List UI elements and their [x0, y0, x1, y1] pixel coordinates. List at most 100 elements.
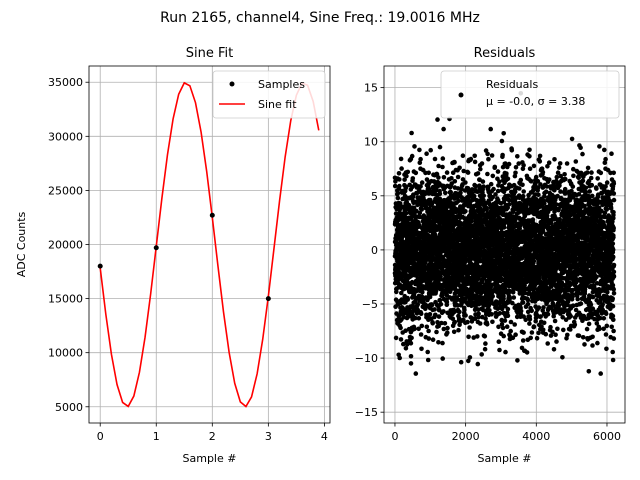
- residual-point: [405, 297, 411, 302]
- residual-point: [504, 324, 510, 330]
- residual-point: [513, 332, 518, 338]
- residual-point: [489, 153, 495, 158]
- residual-point: [556, 302, 562, 307]
- residual-point: [485, 171, 490, 177]
- residual-point: [497, 311, 503, 316]
- residual-point: [490, 173, 496, 179]
- residual-point: [560, 355, 565, 360]
- sine-fit-ytick-label: 15000: [48, 293, 83, 306]
- residual-point: [486, 156, 491, 162]
- residual-point: [493, 192, 498, 197]
- residual-point: [552, 157, 557, 162]
- residual-point: [456, 327, 461, 333]
- residual-point: [505, 313, 511, 319]
- sine-fit-xlabel: Sample #: [183, 452, 237, 465]
- residual-point: [467, 325, 472, 330]
- residual-point: [508, 319, 514, 325]
- residual-point: [420, 289, 425, 295]
- residual-point: [533, 318, 538, 324]
- sine-fit-plot-area: [97, 81, 320, 408]
- residual-point: [417, 147, 422, 153]
- residual-point: [404, 342, 410, 347]
- residual-point: [397, 355, 403, 361]
- residual-point: [546, 177, 552, 182]
- residual-point: [506, 161, 512, 167]
- residual-point: [513, 165, 519, 170]
- residual-point: [505, 306, 511, 312]
- residual-point: [441, 175, 447, 180]
- residual-point: [478, 258, 484, 264]
- residual-point: [441, 126, 446, 132]
- sine-fit-xtick-label: 1: [153, 430, 160, 443]
- residual-point: [533, 174, 539, 180]
- residual-point: [558, 173, 563, 179]
- residual-point: [408, 354, 414, 359]
- residual-point: [529, 308, 534, 314]
- residual-point: [418, 311, 424, 317]
- residual-point: [520, 166, 526, 172]
- residual-point: [418, 332, 424, 337]
- residual-point: [496, 324, 501, 330]
- residual-point: [441, 326, 447, 332]
- residual-point: [436, 307, 442, 313]
- residual-point: [517, 195, 522, 200]
- residual-point: [538, 314, 543, 319]
- residuals-plot-area: [392, 91, 617, 376]
- residual-point: [540, 170, 546, 175]
- residual-point: [395, 190, 401, 196]
- residual-point: [397, 201, 403, 206]
- residual-point: [404, 173, 409, 179]
- residual-point: [489, 312, 494, 317]
- residual-point: [481, 193, 487, 199]
- residual-point: [425, 349, 431, 355]
- residual-point: [475, 171, 481, 176]
- residual-point: [473, 183, 478, 189]
- residual-point: [539, 166, 545, 171]
- residual-point: [468, 156, 474, 162]
- residual-point: [496, 339, 502, 345]
- residual-point: [436, 340, 441, 345]
- residual-point: [398, 156, 404, 162]
- residual-point: [515, 154, 520, 159]
- residual-point: [540, 327, 546, 333]
- residual-point: [523, 317, 528, 323]
- residual-point: [437, 297, 443, 303]
- residual-point: [525, 301, 531, 307]
- residual-point: [409, 153, 415, 159]
- residual-point: [537, 159, 543, 164]
- residual-point: [471, 335, 477, 340]
- residual-point: [426, 328, 431, 334]
- residual-point: [393, 335, 399, 341]
- residual-point: [531, 258, 537, 264]
- residual-point: [460, 153, 466, 158]
- residual-point: [535, 185, 541, 190]
- residual-point: [418, 156, 423, 162]
- residual-point: [490, 195, 496, 200]
- residual-point: [500, 269, 506, 275]
- residual-point: [510, 300, 515, 306]
- residual-point: [459, 186, 464, 192]
- residual-point: [501, 296, 506, 301]
- residual-point: [457, 309, 462, 315]
- residual-point: [413, 371, 419, 376]
- residual-point: [507, 296, 512, 302]
- residual-point: [455, 303, 461, 308]
- residual-point: [506, 202, 512, 207]
- residual-point: [520, 338, 526, 343]
- residual-point: [435, 320, 440, 325]
- residual-point: [513, 170, 518, 176]
- residual-point: [463, 313, 468, 318]
- residual-point: [544, 184, 550, 189]
- residual-point: [497, 179, 502, 184]
- residuals-title: Residuals: [474, 46, 536, 61]
- residual-point: [543, 331, 549, 337]
- residual-point: [452, 160, 457, 165]
- residual-point: [510, 290, 516, 295]
- residual-point: [440, 340, 445, 346]
- residual-point: [463, 180, 468, 185]
- residual-point: [433, 312, 438, 318]
- residual-point: [458, 359, 464, 365]
- residual-point: [505, 176, 511, 181]
- residual-point: [440, 356, 446, 361]
